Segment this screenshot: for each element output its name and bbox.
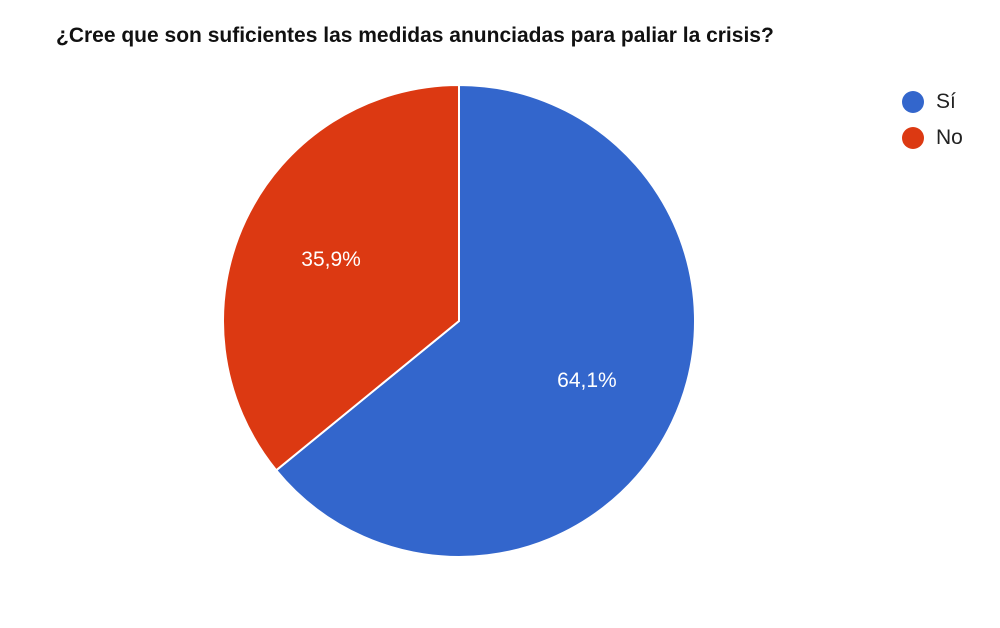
legend: Sí No — [902, 84, 963, 156]
legend-swatch-no — [902, 127, 924, 149]
legend-label-no: No — [936, 126, 963, 149]
slice-label-no: 35,9% — [301, 248, 361, 271]
chart-title: ¿Cree que son suficientes las medidas an… — [56, 24, 774, 47]
pie-slice-no[interactable] — [222, 83, 460, 472]
pie-slice-si[interactable] — [274, 83, 696, 558]
legend-item-si[interactable]: Sí — [902, 84, 963, 120]
legend-swatch-si — [902, 91, 924, 113]
legend-label-si: Sí — [936, 90, 956, 113]
legend-item-no[interactable]: No — [902, 120, 963, 156]
slice-label-si: 64,1% — [557, 369, 617, 392]
